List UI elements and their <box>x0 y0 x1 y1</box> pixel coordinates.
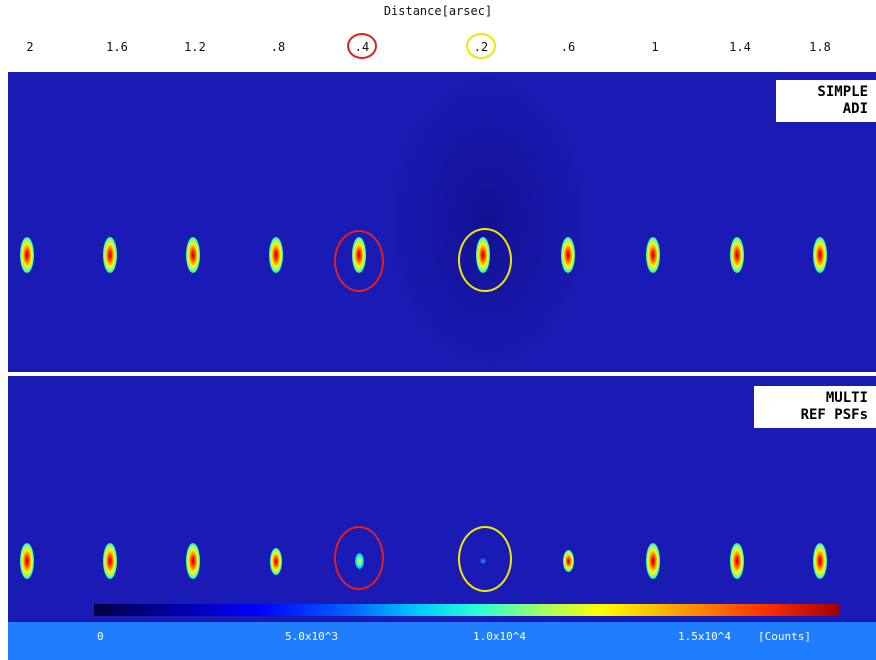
colorbar-label: 0 <box>97 630 104 643</box>
tick-label: 1.8 <box>809 40 831 54</box>
point-source <box>269 237 283 273</box>
axis-title: Distance[arsec] <box>383 4 493 18</box>
colorbar-label: 1.0x10^4 <box>473 630 526 643</box>
point-source <box>561 237 575 273</box>
point-source <box>103 237 117 273</box>
multi-ref-psfs-panel: MULTI REF PSFs <box>8 376 876 626</box>
point-source <box>270 547 282 575</box>
point-source <box>730 543 744 579</box>
tick-highlight-red <box>347 33 377 59</box>
tick-label: 2 <box>26 40 34 54</box>
point-source <box>646 543 660 579</box>
panel-label: SIMPLE ADI <box>776 80 876 122</box>
point-source <box>646 237 660 273</box>
point-source <box>20 237 34 273</box>
ring-red <box>334 526 384 590</box>
colorbar-label: 5.0x10^3 <box>285 630 338 643</box>
colorbar-label: [Counts] <box>758 630 811 643</box>
point-source <box>186 543 200 579</box>
point-source <box>103 543 117 579</box>
point-source <box>730 237 744 273</box>
panel-label: MULTI REF PSFs <box>754 386 876 428</box>
tick-label: .8 <box>270 40 286 54</box>
residual-noise-region <box>388 72 588 372</box>
colorbar-label: 1.5x10^4 <box>678 630 731 643</box>
ring-yellow <box>458 228 512 292</box>
tick-label: 1.6 <box>106 40 128 54</box>
point-source <box>20 543 34 579</box>
point-source <box>186 237 200 273</box>
tick-label: 1.4 <box>729 40 751 54</box>
colorbar-band <box>8 622 876 660</box>
tick-label: 1.2 <box>184 40 206 54</box>
simple-adi-panel: SIMPLE ADI <box>8 72 876 372</box>
point-source <box>813 543 827 579</box>
ring-red <box>334 230 384 292</box>
colorbar-gradient <box>94 604 840 616</box>
point-source <box>562 550 574 572</box>
tick-highlight-yellow <box>466 33 496 59</box>
ring-yellow <box>458 526 512 592</box>
tick-label: .6 <box>560 40 576 54</box>
tick-label: 1 <box>651 40 659 54</box>
point-source <box>813 237 827 273</box>
